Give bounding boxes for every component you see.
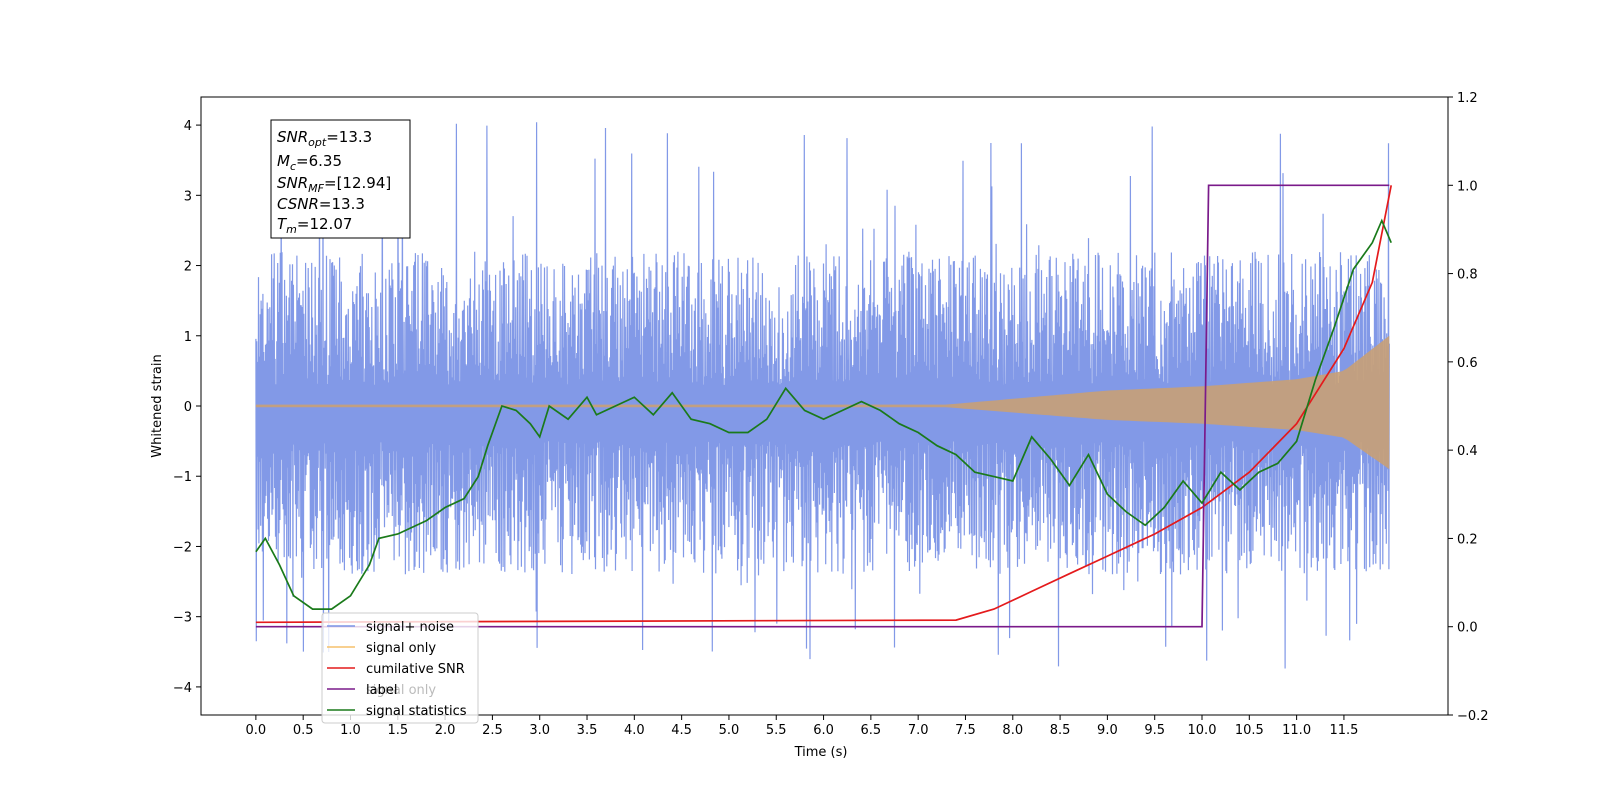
- x-tick-label: 2.5: [482, 723, 503, 738]
- x-tick-label: 5.0: [719, 723, 740, 738]
- legend-item-signal-noise: signal+ noise: [327, 620, 454, 635]
- y-left-tick-label: 0: [184, 400, 192, 415]
- x-tick-label: 8.0: [1002, 723, 1023, 738]
- legend-item-label: signal only label: [327, 683, 436, 698]
- x-tick-label: 6.0: [813, 723, 834, 738]
- y-left-tick-label: 3: [184, 189, 192, 204]
- x-tick-label: 4.0: [624, 723, 645, 738]
- y-left-tick-label: −4: [173, 681, 192, 696]
- legend-label: signal+ noise: [366, 620, 454, 635]
- y-left-tick-label: −1: [173, 470, 192, 485]
- series-signal-only: [255, 335, 1390, 470]
- annotation-box: SNRopt=13.3 Mc=6.35 SNRMF=[12.94] CSNR=1…: [270, 119, 411, 239]
- x-tick-label: 0.5: [293, 723, 314, 738]
- y-left-tick-label: 4: [184, 119, 192, 134]
- x-tick-label: 6.5: [861, 723, 882, 738]
- x-tick-label: 9.0: [1097, 723, 1118, 738]
- x-axis: 0.0 0.5 1.0 1.5 2.0 2.5 3.0 3.5 4.0 4.5 5.0 5.5 6.0 6…: [246, 715, 1358, 738]
- x-tick-label: 1.0: [340, 723, 361, 738]
- annotation-mc: Mc=6.35: [277, 152, 342, 173]
- legend-label: signal statistics: [366, 704, 467, 719]
- y-axis-left: 4 3 2 1 0 −1 −2 −3 −4: [173, 119, 201, 696]
- x-tick-label: 4.5: [671, 723, 692, 738]
- y-left-tick-label: 1: [184, 330, 192, 345]
- legend-overlap-text: signal only: [366, 683, 436, 698]
- y-left-tick-label: −2: [173, 540, 192, 555]
- x-tick-label: 3.5: [577, 723, 598, 738]
- x-tick-label: 10.5: [1235, 723, 1264, 738]
- y-right-tick-label: 0.8: [1457, 268, 1478, 283]
- legend-label: signal only: [366, 641, 436, 656]
- y-axis-right: 1.2 1.0 0.8 0.6 0.4 0.2 0.0 −0.2: [1448, 91, 1489, 724]
- y-left-tick-label: 2: [184, 260, 192, 275]
- y-axis-label: Whitened strain: [150, 354, 165, 457]
- y-right-tick-label: 0.6: [1457, 356, 1478, 371]
- x-tick-label: 10.0: [1188, 723, 1217, 738]
- x-tick-label: 9.5: [1144, 723, 1165, 738]
- annotation-csnr: CSNR=13.3: [277, 195, 365, 213]
- annotation-tm: Tm=12.07: [277, 215, 352, 236]
- x-axis-label: Time (s): [794, 745, 848, 760]
- legend: signal+ noise signal only cumilative SNR…: [321, 612, 479, 724]
- y-left-tick-label: −3: [173, 611, 192, 626]
- legend-label: cumilative SNR: [366, 662, 465, 677]
- plot-area: [255, 122, 1393, 669]
- legend-item-signal-only: signal only: [327, 641, 436, 656]
- series-label: [255, 184, 1390, 628]
- legend-label: label: [366, 683, 397, 698]
- x-tick-label: 7.5: [955, 723, 976, 738]
- y-right-tick-label: −0.2: [1457, 709, 1489, 724]
- x-tick-label: 8.5: [1050, 723, 1071, 738]
- x-tick-label: 7.0: [908, 723, 929, 738]
- x-tick-label: 3.0: [529, 723, 550, 738]
- legend-overlap-text: signal statistics: [366, 704, 467, 719]
- x-tick-label: 11.0: [1282, 723, 1311, 738]
- annotation-snr-mf: SNRMF=[12.94]: [277, 174, 391, 195]
- x-tick-label: 11.5: [1329, 723, 1358, 738]
- y-right-tick-label: 1.2: [1457, 91, 1478, 106]
- y-right-tick-label: 1.0: [1457, 179, 1478, 194]
- series-signal-statistics: [255, 218, 1392, 610]
- y-right-tick-label: 0.4: [1457, 444, 1478, 459]
- legend-item-cumilative-snr: cumilative SNR: [327, 662, 465, 677]
- x-tick-label: 0.0: [246, 723, 267, 738]
- y-right-tick-label: 0.2: [1457, 532, 1478, 547]
- x-tick-label: 2.0: [435, 723, 456, 738]
- legend-item-signal-statistics: signal statistics signal statistics: [327, 704, 467, 719]
- annotation-snr-opt: SNRopt=13.3: [277, 128, 372, 149]
- series-cumilative-snr: [255, 185, 1393, 624]
- x-tick-label: 5.5: [766, 723, 787, 738]
- y-right-tick-label: 0.0: [1457, 621, 1478, 636]
- x-tick-label: 1.5: [387, 723, 408, 738]
